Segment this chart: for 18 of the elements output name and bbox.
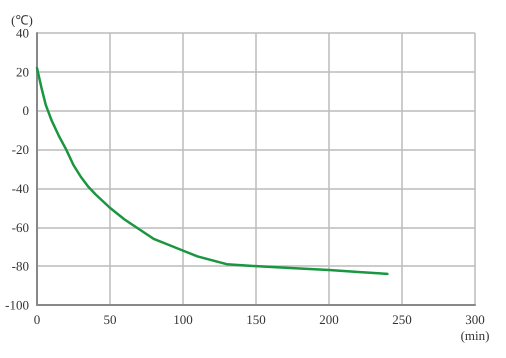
y-tick-label: -60 <box>12 220 29 235</box>
x-tick-label: 100 <box>173 312 193 327</box>
y-tick-label: -100 <box>5 298 29 312</box>
x-tick-label: 200 <box>319 312 339 327</box>
y-axis-title: (℃) <box>11 12 33 28</box>
line-series <box>36 66 389 276</box>
y-tick-label: 20 <box>16 64 29 80</box>
x-tick-label: 50 <box>104 312 116 327</box>
x-axis-title: (min) <box>460 328 490 343</box>
y-tick-label: 40 <box>16 26 29 40</box>
x-tick-label: 0 <box>34 312 40 327</box>
y-tick-label: -20 <box>12 142 29 158</box>
y-tick-label: -80 <box>12 258 29 274</box>
y-tick-label: 0 <box>22 103 29 118</box>
x-tick-label: 300 <box>465 312 485 327</box>
x-tick-label: 150 <box>246 312 266 327</box>
y-tick-label: -40 <box>12 180 29 196</box>
x-tick-label: 250 <box>392 312 412 327</box>
